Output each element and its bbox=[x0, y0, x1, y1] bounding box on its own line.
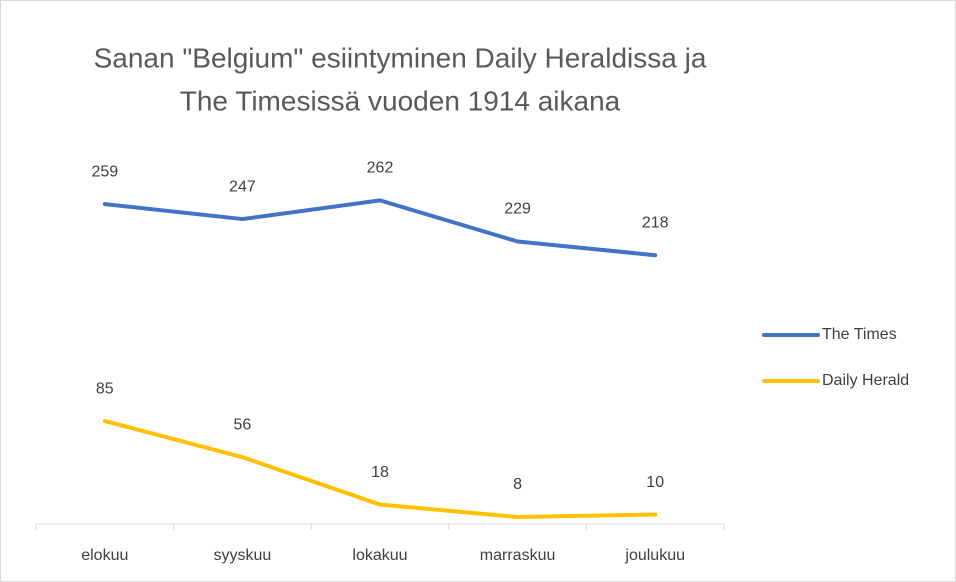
legend-label: The Times bbox=[822, 326, 897, 343]
data-label: 8 bbox=[513, 476, 522, 493]
data-label: 56 bbox=[234, 416, 252, 433]
x-tick-label: syyskuu bbox=[214, 547, 272, 564]
data-label: 85 bbox=[96, 380, 114, 397]
x-tick-label: joulukuu bbox=[624, 547, 685, 564]
data-label: 247 bbox=[229, 178, 256, 195]
x-tick-label: marraskuu bbox=[480, 547, 556, 564]
chart-title: The Timesissä vuoden 1914 aikana bbox=[180, 85, 621, 116]
line bbox=[102, 198, 658, 258]
data-label: 18 bbox=[371, 464, 389, 481]
x-tick-label: lokakuu bbox=[352, 547, 407, 564]
x-tick-label: elokuu bbox=[81, 547, 128, 564]
chart-title: Sanan "Belgium" esiintyminen Daily Heral… bbox=[94, 42, 707, 73]
line bbox=[102, 419, 658, 520]
data-label: 218 bbox=[642, 214, 669, 231]
data-label: 259 bbox=[91, 163, 118, 180]
data-label: 229 bbox=[504, 201, 531, 218]
data-label: 10 bbox=[646, 474, 664, 491]
legend-label: Daily Herald bbox=[822, 372, 909, 389]
data-label: 262 bbox=[367, 160, 394, 177]
